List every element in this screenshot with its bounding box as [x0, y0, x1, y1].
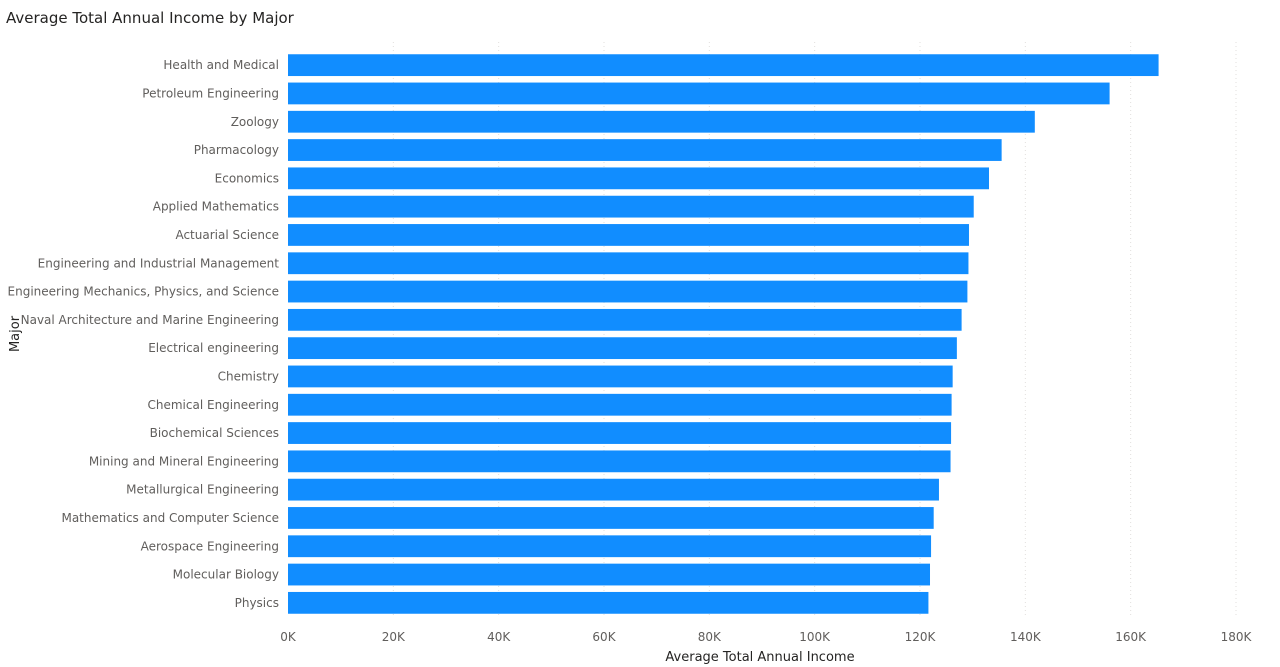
bar	[288, 139, 1002, 161]
category-label: Chemistry	[218, 369, 279, 383]
category-label: Chemical Engineering	[148, 398, 280, 412]
category-label: Actuarial Science	[175, 228, 279, 242]
bar	[288, 110, 1035, 133]
x-tick-label: 60K	[592, 630, 616, 644]
category-label: Petroleum Engineering	[142, 86, 279, 100]
bar	[288, 563, 931, 586]
bar	[288, 393, 952, 416]
category-label: Economics	[215, 171, 279, 185]
category-label: Molecular Biology	[173, 568, 279, 582]
bar	[288, 82, 1110, 105]
bar	[288, 337, 957, 360]
bar	[288, 450, 951, 473]
bar	[288, 54, 1159, 77]
chart-title: Average Total Annual Income by Major	[6, 9, 294, 27]
x-axis-title: Average Total Annual Income	[665, 650, 854, 665]
bar	[288, 195, 974, 218]
category-label: Mining and Mineral Engineering	[89, 454, 279, 468]
bar	[288, 280, 968, 303]
category-label: Biochemical Sciences	[150, 426, 279, 440]
x-tick-label: 80K	[698, 630, 722, 644]
category-label: Engineering and Industrial Management	[38, 256, 280, 270]
category-label: Naval Architecture and Marine Engineerin…	[21, 313, 279, 327]
category-label: Electrical engineering	[148, 341, 279, 355]
bar	[288, 535, 932, 558]
x-tick-label: 120K	[905, 630, 937, 644]
x-tick-label: 20K	[382, 630, 406, 644]
bar	[288, 167, 989, 190]
x-tick-label: 40K	[487, 630, 511, 644]
category-label: Mathematics and Computer Science	[61, 511, 279, 525]
bar	[288, 591, 929, 614]
category-label: Zoology	[231, 115, 279, 129]
category-label: Health and Medical	[163, 58, 279, 72]
category-label: Pharmacology	[194, 143, 279, 157]
bar	[288, 252, 969, 275]
bar	[288, 365, 953, 388]
bar	[288, 422, 952, 444]
bar	[288, 478, 939, 501]
x-tick-label: 160K	[1115, 630, 1147, 644]
y-axis-title: Major	[8, 315, 23, 352]
x-tick-label: 180K	[1221, 630, 1253, 644]
x-tick-label: 0K	[280, 630, 297, 644]
x-tick-label: 100K	[799, 630, 831, 644]
category-label: Aerospace Engineering	[141, 539, 279, 553]
category-label: Engineering Mechanics, Physics, and Scie…	[8, 285, 279, 299]
x-tick-label: 140K	[1010, 630, 1042, 644]
bar	[288, 308, 962, 331]
category-label: Metallurgical Engineering	[126, 483, 279, 497]
bar	[288, 507, 934, 529]
category-label: Applied Mathematics	[153, 200, 279, 214]
bar	[288, 224, 969, 246]
category-label: Physics	[235, 596, 279, 610]
